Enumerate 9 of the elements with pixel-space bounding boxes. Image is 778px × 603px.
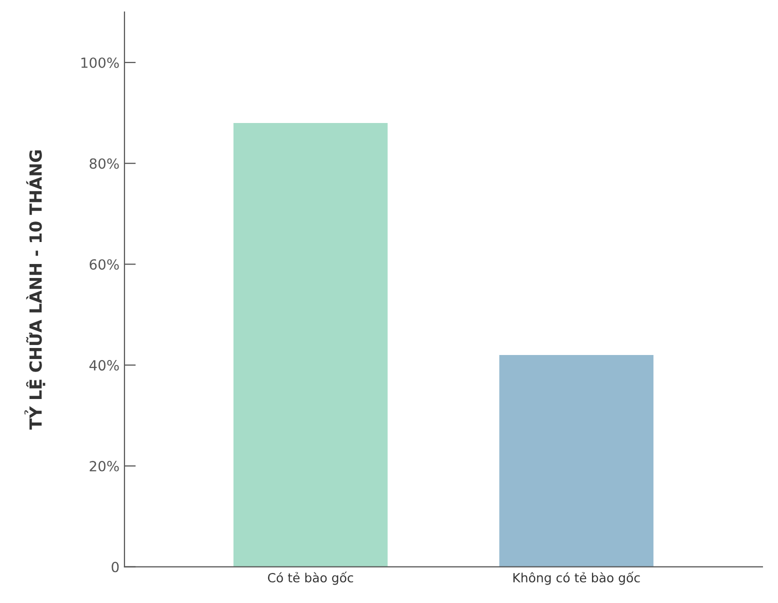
- y-tick-label: 80%: [90, 158, 119, 169]
- y-tick-label: 20%: [90, 460, 119, 472]
- y-tick-label: 100%: [81, 57, 119, 68]
- x-tick-label: Không có tẻ bào gốc: [513, 572, 640, 585]
- y-tick-label: 60%: [90, 259, 119, 270]
- x-tick-label: Có tẻ bào gốc: [268, 572, 354, 585]
- y-tick-label: 0: [112, 562, 119, 572]
- y-axis-title: TỶ LỆ CHỮA LÀNH - 10 THÁNG: [24, 150, 46, 430]
- y-tick-label: 40%: [89, 360, 119, 371]
